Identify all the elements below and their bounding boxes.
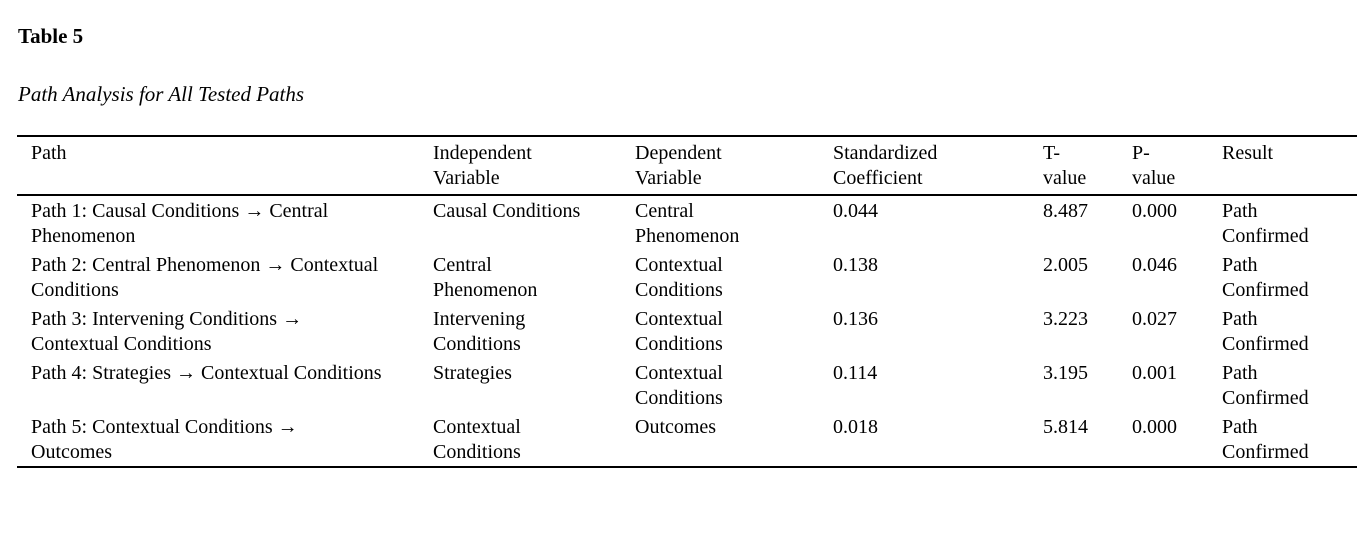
cell-standardized-coefficient: 0.044	[833, 200, 878, 222]
cell-standardized-coefficient: 0.138	[833, 254, 878, 276]
table-header: Path Independent Variable Dependent Vari…	[17, 136, 1357, 196]
document-page: Table 5 Path Analysis for All Tested Pat…	[17, 24, 1357, 468]
table-body: Path 1: Causal Conditions → Central Phen…	[17, 195, 1357, 467]
cell-t-value: 5.814	[1043, 416, 1088, 438]
cell-dependent-variable: Central Phenomenon	[635, 200, 740, 247]
cell-path: Path 3: Intervening Conditions → Context…	[31, 308, 303, 355]
cell-dependent-variable: Contextual Conditions	[635, 308, 723, 355]
cell-t-value: 8.487	[1043, 200, 1088, 222]
cell-t-value: 3.195	[1043, 362, 1088, 384]
cell-result: Path Confirmed	[1222, 362, 1309, 409]
header-dependent-variable: Dependent Variable	[635, 136, 833, 196]
cell-t-value: 2.005	[1043, 254, 1088, 276]
table-row: Path 3: Intervening Conditions → Context…	[17, 304, 1357, 358]
table-row: Path 1: Causal Conditions → Central Phen…	[17, 195, 1357, 250]
cell-p-value: 0.027	[1132, 308, 1177, 330]
cell-standardized-coefficient: 0.018	[833, 416, 878, 438]
cell-independent-variable: Central Phenomenon	[433, 254, 538, 301]
path-analysis-table: Path Independent Variable Dependent Vari…	[17, 135, 1357, 468]
cell-independent-variable: Contextual Conditions	[433, 416, 521, 463]
header-row: Path Independent Variable Dependent Vari…	[17, 136, 1357, 196]
table-number: Table 5	[18, 24, 84, 48]
cell-independent-variable: Intervening Conditions	[433, 308, 526, 355]
cell-path: Path 4: Strategies → Contextual Conditio…	[31, 362, 382, 384]
header-path: Path	[17, 136, 433, 196]
cell-p-value: 0.001	[1132, 362, 1177, 384]
cell-t-value: 3.223	[1043, 308, 1088, 330]
cell-result: Path Confirmed	[1222, 308, 1309, 355]
cell-standardized-coefficient: 0.114	[833, 362, 878, 384]
cell-result: Path Confirmed	[1222, 416, 1309, 463]
cell-path: Path 5: Contextual Conditions → Outcomes	[31, 416, 298, 463]
table-title: Path Analysis for All Tested Paths	[18, 82, 305, 106]
cell-p-value: 0.000	[1132, 200, 1177, 222]
cell-independent-variable: Strategies	[433, 362, 512, 384]
cell-dependent-variable: Outcomes	[635, 416, 717, 438]
table-row: Path 5: Contextual Conditions → Outcomes…	[17, 412, 1357, 467]
cell-independent-variable: Causal Conditions	[433, 200, 581, 222]
table-row: Path 2: Central Phenomenon → Contextual …	[17, 250, 1357, 304]
cell-result: Path Confirmed	[1222, 254, 1309, 301]
cell-dependent-variable: Contextual Conditions	[635, 254, 723, 301]
cell-result: Path Confirmed	[1222, 200, 1309, 247]
cell-p-value: 0.046	[1132, 254, 1177, 276]
header-result: Result	[1222, 136, 1357, 196]
cell-p-value: 0.000	[1132, 416, 1177, 438]
cell-path: Path 2: Central Phenomenon → Contextual …	[31, 254, 379, 301]
header-t-value: T- value	[1043, 136, 1132, 196]
table-row: Path 4: Strategies → Contextual Conditio…	[17, 358, 1357, 412]
cell-standardized-coefficient: 0.136	[833, 308, 878, 330]
cell-path: Path 1: Causal Conditions → Central Phen…	[31, 200, 329, 247]
cell-dependent-variable: Contextual Conditions	[635, 362, 723, 409]
header-standardized-coefficient: Standardized Coefficient	[833, 136, 1043, 196]
header-p-value: P- value	[1132, 136, 1222, 196]
header-independent-variable: Independent Variable	[433, 136, 635, 196]
